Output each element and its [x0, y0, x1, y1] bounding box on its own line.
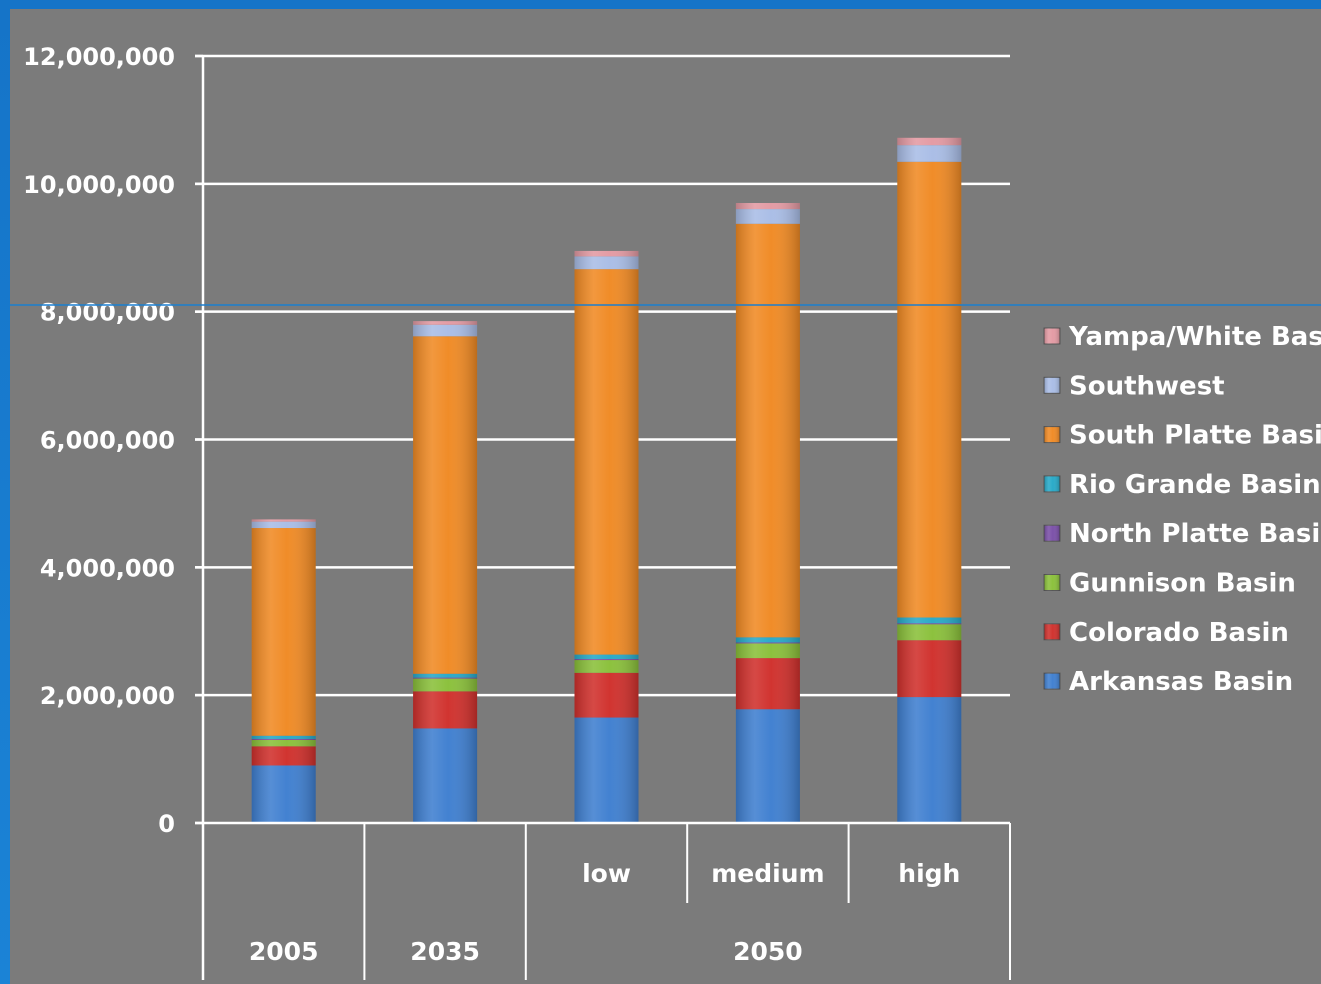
bar-segment-shine [251, 738, 316, 740]
bar-segment-shine [413, 728, 478, 823]
bar-segment-shine [735, 709, 800, 823]
bar-segment-shine [735, 203, 800, 210]
bar-stack-2035 [413, 321, 478, 823]
bar-segment-shine [735, 637, 800, 643]
x-sub-label: low [582, 859, 631, 888]
bar-stack-low [574, 250, 639, 823]
y-tick-label: 12,000,000 [23, 43, 175, 71]
legend-label: North Platte Basin [1069, 519, 1321, 549]
bar-segment-shine [413, 336, 478, 674]
bar-segment-shine [251, 528, 316, 736]
legend-swatch-shine [1044, 623, 1060, 640]
legend-item-colorado-basin: Colorado Basin [1043, 618, 1289, 648]
bar-segment-shine [897, 623, 962, 625]
x-group-label: 2005 [249, 937, 319, 966]
bar-segment-shine [735, 658, 800, 710]
legend-label: Gunnison Basin [1069, 569, 1296, 599]
x-group-label: 2050 [733, 937, 803, 966]
x-sub-label: high [898, 859, 960, 888]
bar-segment-shine [251, 521, 316, 529]
frame-top-bar [0, 0, 1321, 9]
legend-label: Southwest [1069, 371, 1225, 401]
legend-label: Colorado Basin [1069, 618, 1289, 648]
bar-segment-shine [574, 256, 639, 270]
bar-segment-shine [251, 739, 316, 747]
legend-swatch-shine [1044, 377, 1060, 394]
bar-segment-shine [574, 717, 639, 823]
legend-label: Yampa/White Basin [1068, 322, 1321, 352]
bar-segment-shine [413, 321, 478, 325]
legend-item-yampa-white-basin: Yampa/White Basin [1043, 322, 1321, 352]
bar-segment-shine [413, 678, 478, 692]
legend-item-north-platte-basin: North Platte Basin [1043, 519, 1321, 549]
bar-segment-shine [735, 209, 800, 224]
legend-swatch-shine [1044, 328, 1060, 344]
bar-segment-shine [897, 145, 962, 162]
axes [195, 54, 1011, 980]
legend-item-southwest: Southwest [1043, 371, 1225, 401]
bar-segment-shine [897, 137, 962, 146]
bar-segment-shine [251, 765, 316, 823]
legend-label: South Platte Basin [1069, 421, 1321, 451]
bar-segment-shine [413, 691, 478, 729]
bar-stack-medium [735, 203, 800, 823]
legend-item-arkansas-basin: Arkansas Basin [1043, 667, 1293, 697]
legend-item-rio-grande-basin: Rio Grande Basin [1043, 470, 1321, 500]
bar-segment-shine [735, 643, 800, 659]
bar-segment-shine [574, 659, 639, 661]
bar-segment-shine [574, 672, 639, 718]
bar-segment-shine [897, 624, 962, 641]
bar-segment-shine [897, 697, 962, 823]
x-sub-label: medium [711, 859, 824, 888]
bar-segment-shine [735, 642, 800, 644]
bar-segment-shine [735, 223, 800, 638]
y-tick-label: 2,000,000 [40, 682, 175, 710]
legend: Yampa/White Basin Southwest South Platte B… [1043, 322, 1321, 697]
frame-left-bar [0, 0, 10, 984]
legend-item-gunnison-basin: Gunnison Basin [1043, 569, 1296, 599]
y-tick-label: 10,000,000 [23, 171, 175, 199]
legend-swatch-shine [1044, 426, 1060, 443]
y-tick-label: 8,000,000 [40, 299, 175, 327]
legend-swatch-shine [1044, 475, 1060, 492]
bar-segment-shine [413, 673, 478, 678]
bar-segment-shine [897, 161, 962, 618]
bar-segment-shine [574, 269, 639, 655]
bar-segment-shine [251, 746, 316, 766]
bar-stacks [251, 137, 962, 823]
bar-segment-shine [574, 250, 639, 257]
bar-segment-shine [574, 660, 639, 673]
x-group-label: 2035 [410, 937, 480, 966]
legend-swatch-shine [1044, 574, 1060, 591]
legend-label: Arkansas Basin [1069, 667, 1293, 697]
bar-segment-shine [251, 519, 316, 522]
axis-labels: 0 2,000,000 4,000,000 6,000,000 8,000,000 10,… [23, 43, 960, 966]
legend-swatch-shine [1044, 525, 1060, 542]
bar-stack-high [897, 137, 962, 823]
y-tick-label: 4,000,000 [40, 554, 175, 582]
bar-segment-shine [897, 617, 962, 624]
bar-segment-shine [574, 654, 639, 660]
y-tick-label: 0 [158, 810, 175, 838]
y-tick-label: 6,000,000 [40, 427, 175, 455]
bar-segment-shine [251, 735, 316, 739]
bar-segment-shine [413, 324, 478, 337]
legend-swatch-shine [1044, 673, 1060, 690]
bar-segment-shine [897, 640, 962, 698]
bar-segment-shine [413, 677, 478, 679]
legend-item-south-platte-basin: South Platte Basin [1043, 421, 1321, 451]
bar-stack-2005 [251, 519, 316, 823]
legend-label: Rio Grande Basin [1069, 470, 1321, 500]
